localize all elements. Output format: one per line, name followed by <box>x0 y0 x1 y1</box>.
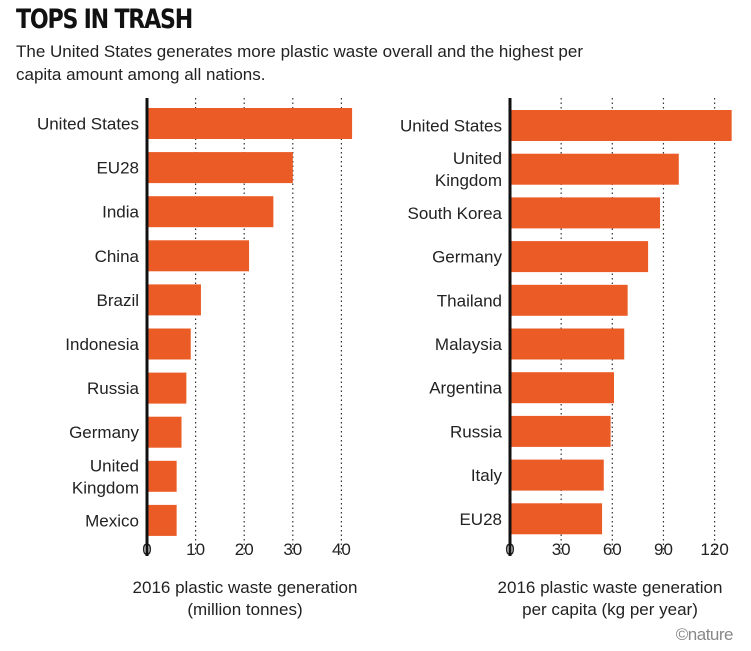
bar <box>147 196 274 228</box>
bar <box>147 240 250 272</box>
bar <box>510 241 649 273</box>
x-axis-label: per capita (kg per year) <box>522 600 698 619</box>
bar <box>147 416 182 448</box>
category-label: EU28 <box>96 159 139 178</box>
category-label: Russia <box>450 422 503 441</box>
bar <box>147 328 191 360</box>
x-tick-label: 20 <box>235 540 254 559</box>
x-tick-label: 120 <box>700 540 728 559</box>
x-axis-label: 2016 plastic waste generation <box>498 578 723 597</box>
category-label: EU28 <box>459 510 502 529</box>
category-label: United <box>453 149 502 168</box>
bar <box>510 110 732 141</box>
bar <box>510 284 628 316</box>
x-tick-label: 30 <box>283 540 302 559</box>
x-tick-label: 90 <box>654 540 673 559</box>
bar <box>147 152 293 184</box>
bar <box>147 460 177 492</box>
category-label: Italy <box>471 466 503 485</box>
category-label: China <box>95 247 140 266</box>
nature-logo: ©nature <box>675 625 734 644</box>
category-label: Kingdom <box>435 171 502 190</box>
category-label: Germany <box>432 248 502 267</box>
bar <box>510 197 661 229</box>
bar <box>147 504 177 536</box>
category-label: Brazil <box>96 291 139 310</box>
category-label: South Korea <box>407 204 502 223</box>
category-label: United <box>90 456 139 475</box>
x-tick-label: 10 <box>186 540 205 559</box>
bar <box>510 328 625 360</box>
bar <box>147 108 353 139</box>
bar <box>147 284 201 316</box>
x-axis-label: 2016 plastic waste generation <box>133 578 358 597</box>
chart-subtitle: The United States generates more plastic… <box>16 42 583 84</box>
bar <box>510 415 611 447</box>
category-label: India <box>102 203 139 222</box>
bar <box>510 153 679 185</box>
category-label: United States <box>37 115 139 134</box>
category-label: Kingdom <box>72 478 139 497</box>
bar <box>510 503 603 535</box>
bar <box>147 372 187 404</box>
category-label: Thailand <box>437 291 502 310</box>
x-tick-label: 40 <box>332 540 351 559</box>
category-label: United States <box>400 117 502 136</box>
bar <box>510 372 615 404</box>
category-label: Malaysia <box>435 335 503 354</box>
x-tick-label: 30 <box>552 540 571 559</box>
category-label: Argentina <box>429 379 502 398</box>
category-label: Indonesia <box>65 335 139 354</box>
x-tick-label: 60 <box>603 540 622 559</box>
category-label: Mexico <box>85 511 139 530</box>
x-axis-label: (million tonnes) <box>187 600 302 619</box>
chart-title: TOPS IN TRASH <box>16 4 193 35</box>
category-label: Germany <box>69 423 139 442</box>
category-label: Russia <box>87 379 140 398</box>
bar <box>510 459 604 491</box>
